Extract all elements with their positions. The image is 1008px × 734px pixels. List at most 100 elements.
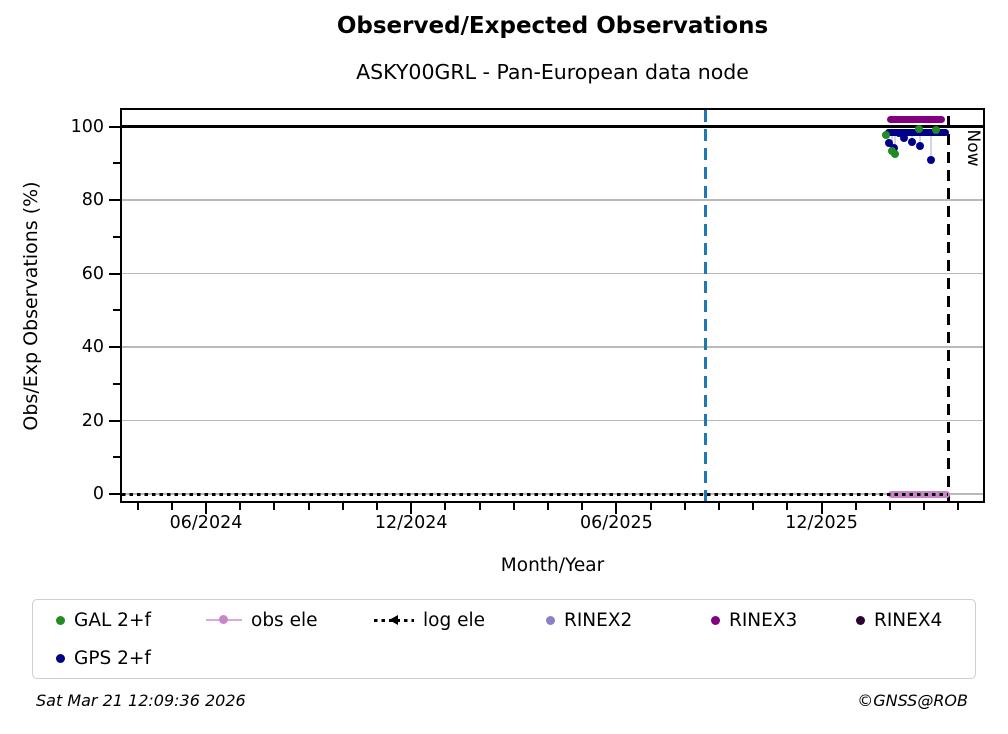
reference-line-100 bbox=[122, 125, 983, 128]
legend-entry-obs-ele: obs ele bbox=[206, 608, 317, 632]
x-tick-minor bbox=[376, 503, 378, 510]
x-tick-major bbox=[205, 503, 207, 514]
legend-marker-log-ele-icon bbox=[374, 614, 414, 626]
y-tick-label: 60 bbox=[81, 263, 104, 284]
point-stem bbox=[894, 132, 896, 155]
x-tick-label: 12/2025 bbox=[785, 513, 858, 533]
legend-label-gal: GAL 2+f bbox=[74, 609, 151, 631]
x-tick-minor bbox=[444, 503, 447, 510]
point-gal-2-f bbox=[881, 131, 890, 140]
y-tick-major bbox=[109, 199, 120, 201]
legend-label-rinex2: RINEX2 bbox=[564, 609, 633, 631]
point-gps-2-f bbox=[900, 134, 909, 143]
y-gridline bbox=[122, 199, 983, 201]
x-tick-minor bbox=[786, 503, 789, 510]
x-tick-minor bbox=[239, 503, 242, 510]
x-tick-minor bbox=[341, 503, 344, 510]
y-tick-major bbox=[109, 272, 120, 275]
y-gridline bbox=[122, 346, 983, 348]
chart-title: Observed/Expected Observations bbox=[336, 13, 769, 39]
y-tick-minor bbox=[113, 456, 120, 459]
line-log-ele bbox=[122, 492, 949, 496]
y-axis-label: Obs/Exp Observations (%) bbox=[20, 181, 42, 431]
y-tick-label: 40 bbox=[81, 337, 104, 357]
legend-entry-rinex3: RINEX3 bbox=[711, 608, 797, 632]
legend-label-rinex3: RINEX3 bbox=[729, 609, 798, 631]
y-tick-minor bbox=[113, 309, 120, 312]
point-stem bbox=[888, 132, 890, 144]
x-tick-minor bbox=[854, 503, 857, 510]
y-gridline bbox=[122, 419, 983, 422]
x-tick-minor bbox=[889, 503, 891, 510]
x-tick-minor bbox=[273, 503, 276, 510]
legend-caret-left-icon bbox=[389, 614, 398, 625]
legend-label-gps: GPS 2+f bbox=[74, 647, 151, 669]
legend: GAL 2+f obs ele log ele RINEX2 RINEX3 RI… bbox=[32, 599, 976, 679]
x-axis-label: Month/Year bbox=[500, 555, 605, 576]
y-tick-minor bbox=[113, 235, 120, 238]
legend-entry-gps: GPS 2+f bbox=[56, 646, 151, 670]
point-stem bbox=[930, 132, 932, 161]
point-stem bbox=[911, 132, 913, 143]
x-tick-label: 12/2024 bbox=[374, 513, 448, 533]
x-tick-major bbox=[615, 503, 618, 514]
legend-label-rinex4: RINEX4 bbox=[874, 609, 943, 631]
chart-subtitle: ASKY00GRL - Pan-European data node bbox=[356, 60, 749, 84]
x-tick-minor bbox=[718, 503, 720, 510]
point-gps-2-f bbox=[916, 142, 925, 151]
x-tick-minor bbox=[512, 503, 515, 510]
y-tick-label: 0 bbox=[92, 484, 104, 504]
point-gal-2-f bbox=[932, 125, 941, 134]
x-tick-minor bbox=[547, 503, 549, 510]
legend-dot bbox=[219, 615, 228, 624]
timestamp: Sat Mar 21 12:09:36 2026 bbox=[36, 691, 246, 710]
copyright: ©GNSS@ROB bbox=[857, 691, 968, 710]
y-tick-major bbox=[109, 346, 120, 348]
y-tick-label: 80 bbox=[81, 190, 104, 210]
legend-marker-rinex4-icon bbox=[856, 615, 865, 625]
x-tick-minor bbox=[752, 503, 755, 510]
y-tick-major bbox=[109, 419, 120, 422]
band-rinex3 bbox=[886, 115, 946, 123]
y-tick-minor bbox=[113, 382, 120, 385]
y-tick-label: 20 bbox=[81, 410, 104, 431]
legend-marker-rinex2-icon bbox=[546, 615, 555, 625]
x-tick-minor bbox=[957, 503, 960, 510]
point-gps-2-f bbox=[884, 139, 893, 148]
point-stem bbox=[919, 132, 921, 147]
boundary-vline bbox=[703, 110, 707, 501]
now-label: Now bbox=[963, 129, 983, 167]
y-tick-major bbox=[109, 493, 120, 495]
x-tick-major bbox=[410, 503, 413, 514]
x-tick-minor bbox=[581, 503, 584, 510]
point-gps-2-f bbox=[894, 129, 903, 138]
x-tick-minor bbox=[923, 503, 926, 510]
now-vline bbox=[946, 116, 950, 501]
legend-label-obs-ele: obs ele bbox=[251, 609, 318, 631]
x-tick-major bbox=[820, 503, 823, 514]
legend-marker-gal-icon bbox=[56, 615, 65, 625]
point-gps-2-f bbox=[927, 156, 936, 165]
legend-label-log-ele: log ele bbox=[423, 609, 485, 631]
x-tick-minor bbox=[683, 503, 686, 510]
point-gal-2-f bbox=[891, 150, 900, 159]
x-tick-minor bbox=[649, 503, 652, 510]
x-tick-minor bbox=[170, 503, 173, 510]
legend-marker-gps-icon bbox=[56, 653, 65, 663]
y-tick-minor bbox=[113, 162, 120, 165]
x-tick-minor bbox=[307, 503, 310, 510]
legend-entry-log-ele: log ele bbox=[374, 608, 485, 632]
legend-entry-rinex4: RINEX4 bbox=[856, 608, 942, 632]
y-tick-major bbox=[109, 125, 120, 128]
point-stem bbox=[893, 132, 895, 149]
x-tick-label: 06/2024 bbox=[169, 513, 243, 533]
plot-area: Now 0 20 40 60 80 100 06/2024 12/2024 06/2025 12/… bbox=[71, 108, 985, 533]
x-tick-minor bbox=[478, 503, 481, 510]
y-gridline bbox=[122, 272, 983, 275]
x-tick-label: 06/2025 bbox=[580, 513, 653, 533]
point-gps-2-f bbox=[907, 138, 916, 147]
y-tick-label: 100 bbox=[70, 116, 104, 137]
legend-entry-rinex2: RINEX2 bbox=[546, 608, 632, 632]
x-tick-minor bbox=[136, 503, 139, 510]
